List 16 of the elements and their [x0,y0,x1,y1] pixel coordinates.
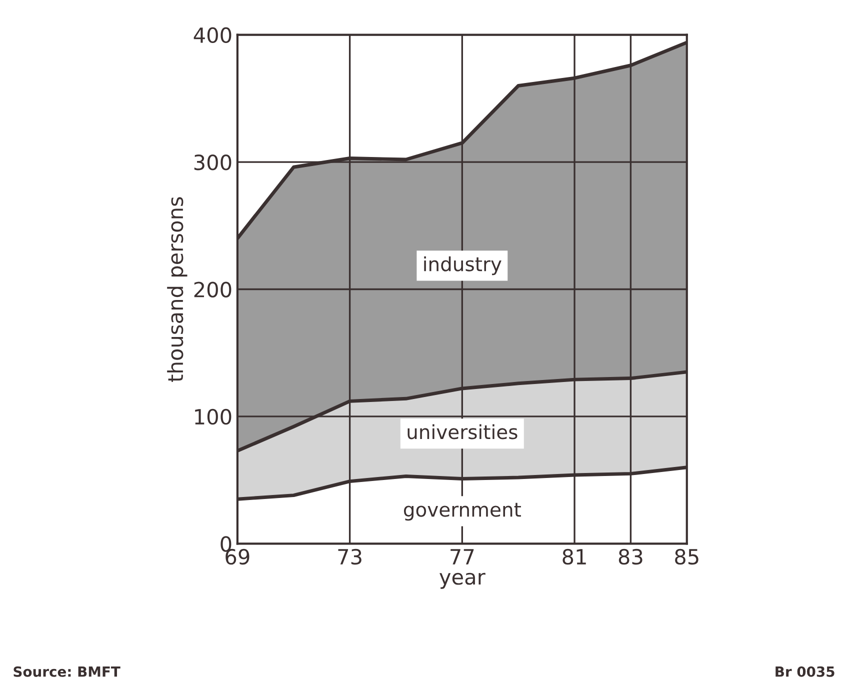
y-tick-label: 100 [195,408,232,425]
x-tick-label: 81 [562,548,586,565]
series-label: universities [408,424,518,440]
x-tick-label: 85 [675,548,698,565]
y-axis-title: thousand persons [167,197,188,382]
x-axis-title: year [440,572,486,589]
series-label: government [404,502,521,521]
text: Br 0035 [776,666,834,677]
source-note: Source: BMFT [14,666,120,677]
y-tick-label: 400 [194,27,232,44]
x-tick-label: 83 [618,548,642,565]
y-tick-label: 200 [194,282,232,298]
x-tick-label: 73 [338,548,362,565]
y-tick-label: 300 [194,154,232,170]
x-tick-label: 77 [450,549,474,564]
series-label: industry [424,256,502,276]
